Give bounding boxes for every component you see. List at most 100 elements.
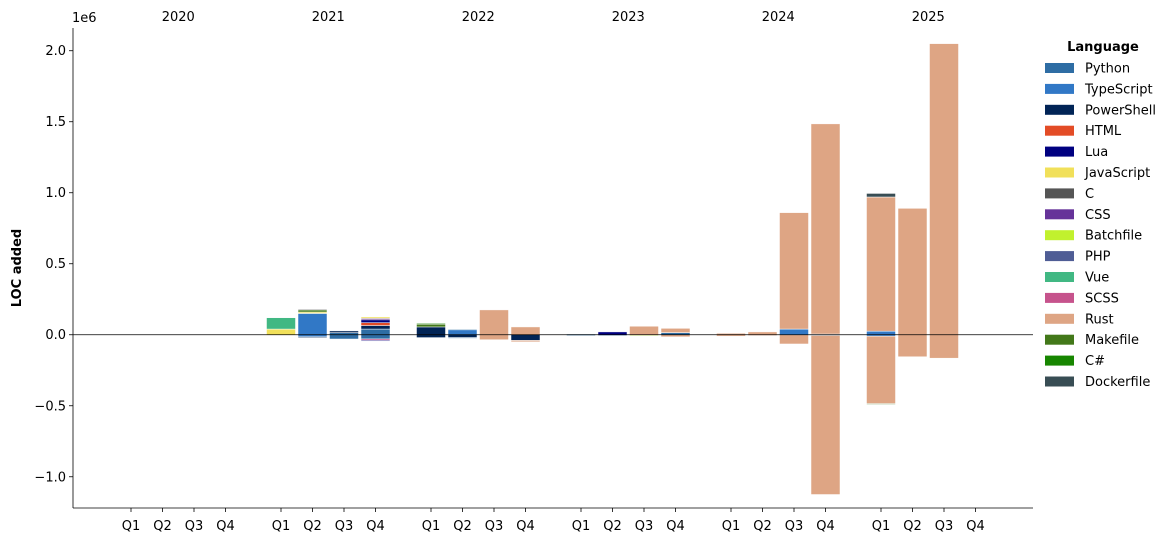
- bar-segment-rust: [929, 43, 959, 335]
- legend-entry-rust: Rust: [1045, 312, 1114, 327]
- bar-segment-lua: [360, 340, 391, 342]
- bar-segment-c: [297, 308, 328, 311]
- year-label: 2021: [312, 10, 345, 25]
- year-label: 2022: [462, 10, 495, 25]
- x-tick-label: Q4: [666, 519, 685, 534]
- legend-entry-c: C: [1045, 187, 1094, 202]
- bars-layer: [266, 43, 959, 495]
- legend-label: Makefile: [1085, 333, 1139, 348]
- bar-segment-powershell: [297, 336, 328, 338]
- legend-entry-vue: Vue: [1045, 271, 1109, 286]
- legend-swatch: [1045, 313, 1074, 324]
- legend-entry-batchfile: Batchfile: [1045, 229, 1142, 244]
- legend-swatch: [1045, 146, 1074, 157]
- x-tick-label: Q1: [572, 519, 591, 534]
- bar-segment-makefile: [416, 323, 446, 328]
- legend-swatch: [1045, 63, 1074, 73]
- x-tick-label: Q2: [603, 519, 622, 534]
- legend-label: CSS: [1085, 208, 1111, 223]
- bar-segment-powershell: [329, 330, 359, 333]
- legend-swatch: [1045, 292, 1074, 303]
- x-tick-label: Q2: [303, 519, 322, 534]
- x-tick-label: Q1: [872, 519, 891, 534]
- bar-segment-rust: [629, 325, 659, 335]
- legend-swatch: [1045, 167, 1074, 178]
- legend-entry-javascript: JavaScript: [1045, 166, 1150, 181]
- year-label: 2023: [612, 10, 645, 25]
- bar-segment-rust: [897, 334, 928, 358]
- legend-title: Language: [1067, 40, 1139, 55]
- bar-segment-powershell: [416, 326, 446, 335]
- bar-segment-rust: [510, 340, 541, 343]
- year-label: 2020: [162, 10, 195, 25]
- x-tick-label: Q2: [453, 519, 472, 534]
- legend-entry-powershell: PowerShell: [1045, 103, 1156, 118]
- bar-segment-csharp: [416, 323, 446, 325]
- bar-segment-typescript: [297, 313, 328, 335]
- bar-segment-typescript: [866, 330, 896, 335]
- year-labels: 2020 2021 2022 2023 2024 2025: [162, 10, 945, 25]
- x-tick-label: Q3: [635, 519, 654, 534]
- legend-swatch: [1045, 188, 1074, 199]
- legend-label: TypeScript: [1084, 82, 1153, 97]
- legend-entry-html: HTML: [1045, 124, 1122, 139]
- legend-swatch: [1045, 104, 1074, 115]
- x-tick-label: Q3: [785, 519, 804, 534]
- bar-segment-rust: [929, 334, 959, 359]
- bar-segment-powershell: [447, 334, 478, 338]
- x-tick-label: Q3: [485, 519, 504, 534]
- x-tick-label: Q4: [816, 519, 835, 534]
- legend-swatch: [1045, 209, 1074, 220]
- x-tick-label: Q1: [272, 519, 291, 534]
- bar-segment-rust: [479, 334, 509, 340]
- legend-entries: Python TypeScript PowerShell HTML Lua JavaScr…: [1045, 62, 1156, 390]
- bar-segment-powershell: [510, 334, 541, 341]
- legend-swatch: [1045, 355, 1074, 366]
- legend-entry-typescript: TypeScript: [1045, 82, 1153, 97]
- x-tick-label: Q3: [935, 519, 954, 534]
- bar-segment-typescript: [779, 328, 809, 335]
- legend-entry-python: Python: [1045, 62, 1130, 77]
- x-axis-quarter-ticks: Q1 Q2 Q3 Q4 Q1 Q2 Q3 Q4 Q1 Q2 Q3 Q4 Q1 Q2 Q3 Q4 Q1 Q2 Q3 Q4…: [122, 508, 985, 534]
- legend-entry-dockerfile: Dockerfile: [1045, 375, 1150, 390]
- legend-label: PHP: [1085, 250, 1111, 265]
- legend-label: PowerShell: [1085, 103, 1156, 118]
- bar-segment-python: [360, 334, 391, 340]
- y-tick-label: 0.5: [45, 257, 66, 272]
- legend-label: Batchfile: [1085, 229, 1142, 244]
- bar-segment-lua: [360, 319, 391, 323]
- bar-segment-powershell: [416, 334, 446, 338]
- bar-segment-rust: [810, 335, 841, 495]
- y-axis-ticks: −1.0 −0.5 0.0 0.5 1.0 1.5 2.0: [34, 44, 73, 485]
- legend-swatch: [1045, 83, 1074, 94]
- legend-entry-scss: SCSS: [1045, 291, 1119, 306]
- y-axis-offset-label: 1e6: [72, 11, 97, 26]
- bar-segment-javascript: [266, 328, 296, 335]
- bar-segment-rust: [747, 331, 778, 335]
- y-tick-label: 2.0: [45, 44, 66, 59]
- bar-segment-powershell: [360, 325, 391, 330]
- legend-label: SCSS: [1085, 291, 1119, 306]
- legend-label: HTML: [1085, 124, 1122, 139]
- bar-segment-typescript: [447, 329, 478, 335]
- bar-segment-rust: [866, 196, 896, 332]
- bar-segment-dockerfile: [866, 193, 896, 198]
- x-tick-label: Q4: [516, 519, 535, 534]
- bar-segment-python: [360, 328, 391, 335]
- bar-segment-rust: [810, 123, 841, 335]
- bar-segment-html: [360, 322, 391, 326]
- bar-segment-makefile: [866, 403, 896, 405]
- bar-segment-rust: [866, 335, 896, 404]
- x-tick-label: Q2: [753, 519, 772, 534]
- x-tick-label: Q1: [422, 519, 441, 534]
- year-label: 2025: [912, 10, 945, 25]
- bar-segment-python: [447, 337, 478, 339]
- bar-segment-python: [447, 328, 478, 331]
- year-label: 2024: [762, 10, 795, 25]
- legend-label: Vue: [1085, 271, 1109, 286]
- bar-segment-rust: [897, 208, 928, 335]
- x-tick-label: Q4: [966, 519, 985, 534]
- legend-label: Python: [1085, 62, 1130, 77]
- x-tick-label: Q3: [185, 519, 204, 534]
